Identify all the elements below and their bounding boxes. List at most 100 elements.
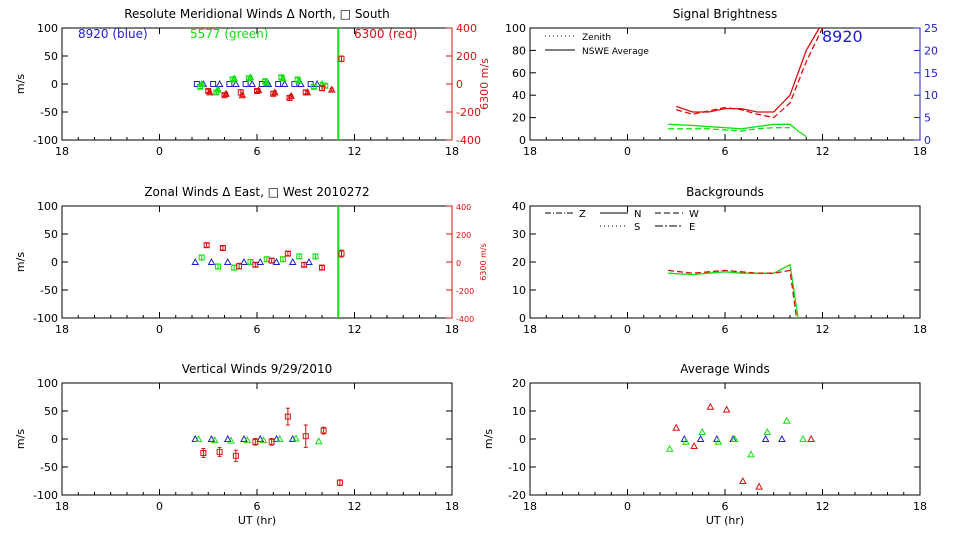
x-tick-label: 0 [624,323,631,336]
chart-title: Average Winds [680,362,770,376]
chart-title: Zonal Winds Δ East, □ West 2010272 [144,185,369,199]
x-axis-label: UT (hr) [238,514,276,527]
data-point-triangle [672,423,681,431]
y2-tick-label: -200 [456,106,481,119]
data-point-triangle [194,434,203,442]
x-tick-label: 18 [913,323,927,336]
y-tick-label: -100 [33,134,58,147]
y-tick-label: 100 [37,22,58,35]
y-tick-label: 100 [37,377,58,390]
x-tick-label: 18 [445,500,459,513]
y-tick-label: 100 [505,22,526,35]
y2-tick-label: 15 [924,67,938,80]
x-tick-label: 12 [816,323,830,336]
data-point-square [203,242,210,249]
y-tick-label: 0 [519,312,526,325]
data-point-triangle [303,88,312,96]
y-tick-label: -50 [40,106,58,119]
y-tick-label: 0 [51,78,58,91]
data-point-triangle [327,85,336,93]
data-point-triangle [232,79,240,87]
x-tick-label: 18 [523,500,537,513]
y-tick-label: 0 [51,433,58,446]
x-tick-label: 0 [624,500,631,513]
data-point-square [296,253,303,260]
y-tick-label: 100 [37,200,58,213]
data-point-square [226,81,233,87]
y2-tick-label: 400 [456,203,471,212]
y-tick-label: 50 [44,50,58,63]
data-point-triangle [256,434,265,442]
data-point-triangle [214,85,222,93]
data-point-triangle [243,436,252,444]
data-point-triangle [714,437,723,445]
data-point-triangle [275,434,284,442]
y-tick-label: 0 [519,134,526,147]
data-point-triangle [191,257,200,265]
data-point-square [236,263,243,270]
legend-6300: 6300 (red) [354,27,417,41]
x-tick-label: 0 [624,145,631,158]
data-point-triangle [288,257,297,265]
x-tick-label: 6 [254,323,261,336]
series-line-red [668,269,798,319]
data-point-square [210,81,217,87]
y-tick-label: -100 [33,312,58,325]
y2-tick-label: -400 [456,134,481,147]
x-axis-label: UT (hr) [706,514,744,527]
x-tick-label: 18 [445,323,459,336]
data-point-triangle [747,450,755,458]
legend-label: Z [579,209,586,220]
y-tick-label: 30 [512,228,526,241]
x-tick-label: 12 [348,323,362,336]
data-point-triangle [238,91,247,99]
x-tick-label: 12 [348,145,362,158]
legend-label: S [634,222,640,233]
y-tick-label: -100 [33,489,58,502]
x-tick-label: 18 [55,323,69,336]
y-tick-label: 80 [512,44,526,57]
data-point-square [312,253,319,260]
data-point-square [242,81,249,87]
panel-meridional: Resolute Meridional Winds Δ North, □ Sou… [14,7,491,158]
data-point-triangle [305,257,313,265]
y2-tick-label: 20 [924,44,938,57]
chart-title: Vertical Winds 9/29/2010 [182,362,333,376]
plot-frame [61,27,453,141]
y-tick-label: -20 [508,489,526,502]
y-tick-label: -50 [40,284,58,297]
y-tick-label: 60 [512,67,526,80]
x-tick-label: 0 [156,323,163,336]
legend-label: E [689,222,695,233]
legend-label: W [689,209,699,220]
data-point-square [215,263,221,270]
chart-title: Backgrounds [686,185,764,199]
y-tick-label: 0 [51,256,58,269]
data-point-square [198,254,205,261]
data-point-triangle [730,434,739,442]
data-point-triangle [215,79,224,87]
data-point-square [232,452,239,459]
y-tick-label: -10 [508,461,526,474]
data-point-triangle [706,402,715,410]
data-point-triangle [210,436,219,444]
y2-tick-label: 10 [924,89,938,102]
data-point-square [280,256,286,263]
data-point-square [336,479,343,486]
plot-frame [529,382,921,496]
legend-zenith: Zenith [582,33,611,43]
x-tick-label: 18 [55,145,69,158]
data-point-square [310,83,317,90]
x-tick-label: 12 [348,500,362,513]
data-point-triangle [292,434,300,442]
y-tick-label: 20 [512,256,526,269]
x-tick-label: 12 [816,145,830,158]
data-point-square [284,250,291,257]
legend-5577: 5577 (green) [190,27,268,41]
data-point-square [338,250,345,257]
y-axis-label: m/s [482,429,495,449]
x-tick-label: 6 [254,145,261,158]
